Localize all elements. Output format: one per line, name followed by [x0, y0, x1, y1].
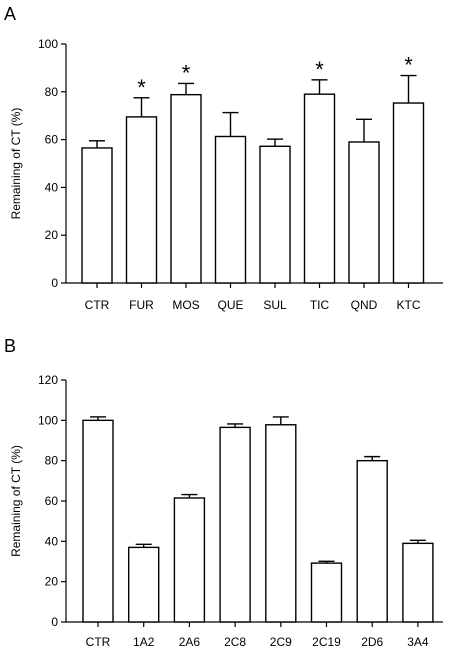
y-tick-label: 120 — [38, 373, 58, 387]
bar-2c8 — [219, 426, 251, 623]
bar-fur — [125, 116, 158, 284]
x-tick-label: QND — [351, 298, 378, 312]
y-tick-label: 100 — [38, 37, 58, 51]
panel-a: A 0 20 40 60 80 100 Remaining of CT (%) CTR FUR * M… — [4, 4, 443, 312]
significance-marker: * — [182, 60, 191, 85]
x-tick-label: 2C8 — [224, 635, 246, 649]
y-tick-label: 60 — [45, 494, 59, 508]
x-tick-label: KTC — [397, 298, 421, 312]
y-axis-title: Remaining of CT (%) — [9, 445, 23, 557]
y-tick-label: 20 — [45, 228, 59, 242]
y-tick-label: 40 — [45, 534, 59, 548]
significance-marker: * — [404, 53, 413, 78]
x-tick-label: FUR — [129, 298, 154, 312]
x-tick-label: MOS — [172, 298, 199, 312]
y-tick-label: 0 — [51, 615, 58, 629]
panel-letter: B — [4, 336, 16, 356]
x-tick-label: CTR — [85, 298, 110, 312]
bar-ktc — [392, 102, 425, 284]
x-tick-label: SUL — [263, 298, 287, 312]
y-tick-label: 80 — [45, 85, 59, 99]
x-tick-label: 1A2 — [133, 635, 155, 649]
x-tick-label: QUE — [217, 298, 243, 312]
bar-sul — [259, 145, 291, 284]
bar-ctr — [82, 419, 114, 623]
x-tick-label: 2D6 — [361, 635, 383, 649]
x-tick-label: 2A6 — [179, 635, 201, 649]
x-tick-label: 2C9 — [270, 635, 292, 649]
bar-ctr — [81, 147, 113, 284]
y-tick-label: 100 — [38, 413, 58, 427]
y-tick-label: 40 — [45, 180, 59, 194]
x-tick-label: CTR — [86, 635, 111, 649]
y-tick-label: 20 — [45, 575, 59, 589]
y-tick-label: 0 — [51, 276, 58, 290]
bar-que — [214, 135, 247, 284]
bar-2c9 — [265, 424, 297, 623]
bar-tic — [303, 93, 336, 284]
panel-letter: A — [4, 4, 16, 24]
bar-mos — [170, 93, 202, 284]
y-tick-label: 80 — [45, 454, 59, 468]
x-tick-label: 2C19 — [312, 635, 341, 649]
bar-2c19 — [310, 562, 343, 623]
panel-b: B 0 20 40 60 80 100 120 Remaining of CT (%) CTR 1A… — [4, 336, 443, 649]
x-tick-label: TIC — [310, 298, 330, 312]
bar-2d6 — [356, 459, 388, 623]
bar-1a2 — [127, 546, 160, 623]
significance-marker: * — [315, 57, 324, 82]
y-tick-label: 60 — [45, 133, 59, 147]
bar-3a4 — [402, 542, 434, 623]
x-tick-label: 3A4 — [407, 635, 429, 649]
significance-marker: * — [137, 75, 146, 100]
bar-2a6 — [173, 497, 206, 623]
y-axis-title: Remaining of CT (%) — [9, 108, 23, 220]
bar-qnd — [348, 141, 380, 284]
